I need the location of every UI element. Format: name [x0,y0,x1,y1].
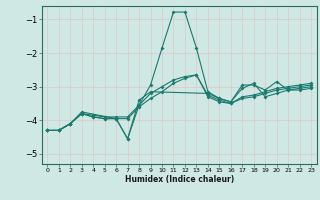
X-axis label: Humidex (Indice chaleur): Humidex (Indice chaleur) [124,175,234,184]
